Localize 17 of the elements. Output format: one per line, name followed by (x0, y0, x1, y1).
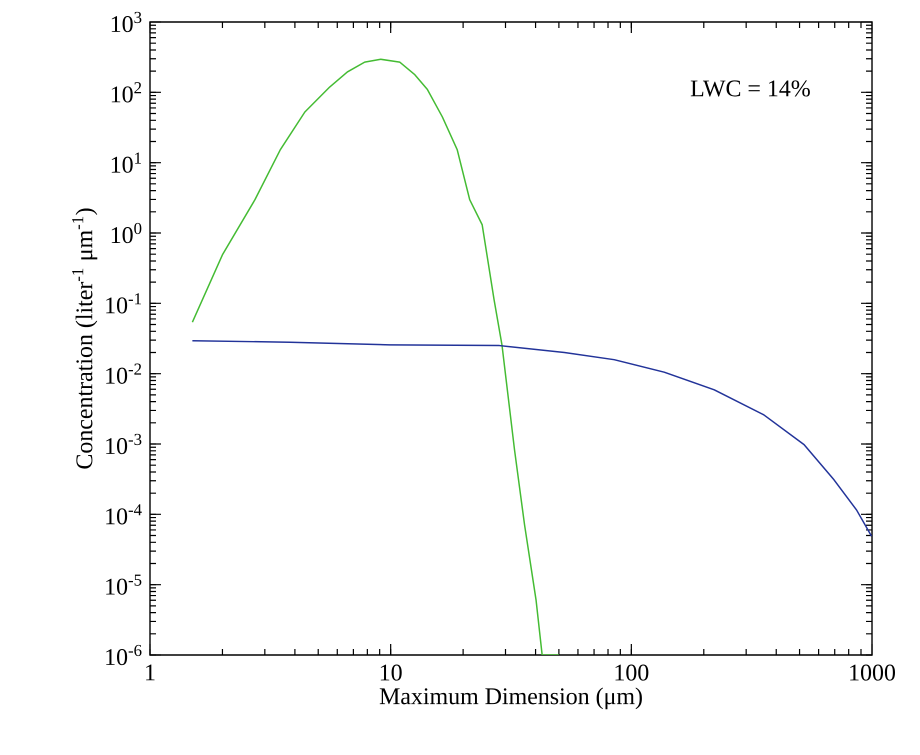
y-tick-label: 10$^{-4}$ (106, 504, 142, 524)
y-tick-label: 10$^{-5}$ (106, 574, 142, 595)
x-tick-label: 1 (146, 664, 155, 680)
y-tick-label: 10$^{-3}$ (106, 434, 142, 454)
x-tick-label: 10 (380, 664, 402, 681)
y-tick-label: 10$^{2}$ (112, 82, 142, 102)
x-tick-label: 1000 (850, 664, 896, 681)
y-tick-label: 10$^{0}$ (112, 222, 142, 244)
x-tick-label: 100 (616, 664, 648, 681)
y-tick-label: 10$^{-2}$ (106, 364, 142, 384)
annotation: LWC = 14% (690, 80, 810, 97)
y-tick-label: 10$^{-1}$ (106, 293, 141, 314)
y-tick-label: 10$^{1}$ (112, 152, 141, 173)
y-axis-title: Concentration (liter$^{-1}$ μm$^{-1}$) (72, 208, 98, 469)
y-tick-label: 10$^{-6}$ (106, 644, 142, 666)
x-axis-title: Maximum Dimension (μm) (380, 687, 642, 710)
y-tick-label: 10$^{3}$ (112, 12, 142, 32)
